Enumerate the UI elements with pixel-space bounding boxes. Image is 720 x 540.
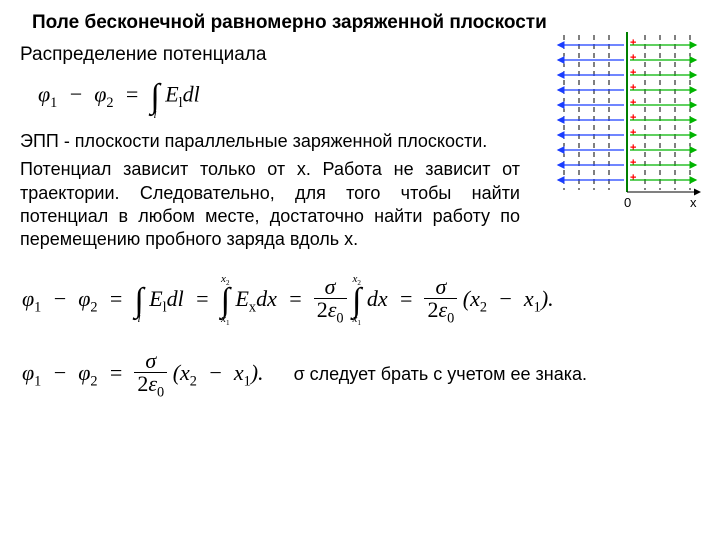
- axis-x: x: [690, 195, 697, 210]
- svg-text:+: +: [630, 82, 636, 94]
- formula-3: φ1 − φ2 = σ 2ε0 (x2 − x1).: [22, 350, 264, 400]
- sigma-note: σ следует брать с учетом ее знака.: [294, 364, 587, 385]
- svg-text:+: +: [630, 97, 636, 109]
- svg-text:+: +: [630, 127, 636, 139]
- svg-text:+: +: [630, 112, 636, 124]
- formula-2: φ1 − φ2 = ∫l Eldl = x2 ∫ x1 Exdx = σ 2ε0…: [22, 274, 700, 328]
- svg-text:+: +: [630, 37, 636, 49]
- svg-text:+: +: [630, 67, 636, 79]
- svg-text:+: +: [630, 157, 636, 169]
- paragraph: Потенциал зависит только от x. Работа не…: [20, 158, 520, 252]
- svg-text:+: +: [630, 172, 636, 184]
- svg-text:+: +: [630, 142, 636, 154]
- axis-zero: 0: [624, 195, 631, 210]
- svg-text:+: +: [630, 52, 636, 64]
- field-diagram: + + + + + + + + + + 0 x: [552, 30, 702, 230]
